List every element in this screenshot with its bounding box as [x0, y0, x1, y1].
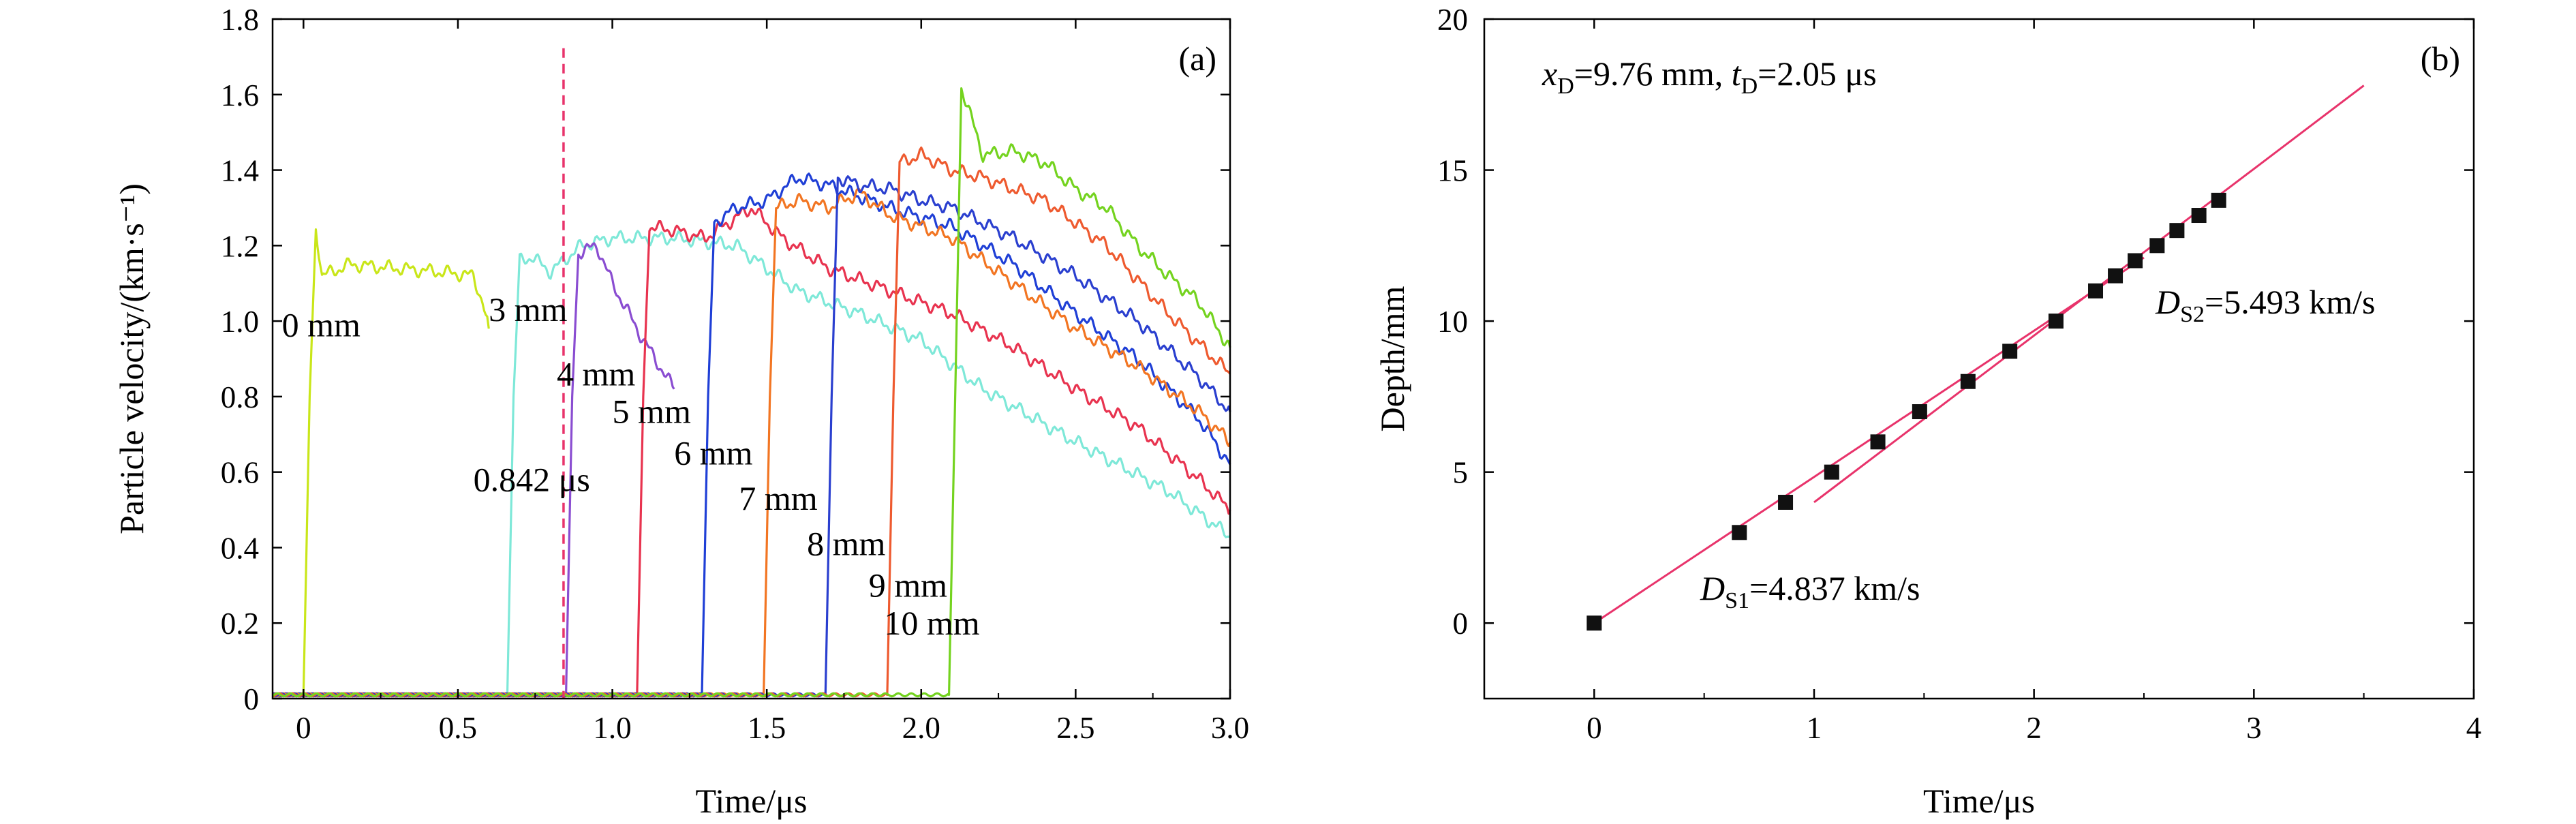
- curve-label: 6 mm: [674, 434, 752, 472]
- x-tick-label: 1: [1807, 711, 1822, 745]
- curve-label: 7 mm: [739, 479, 817, 517]
- panel-label: (a): [1179, 40, 1217, 78]
- curve-label: 9 mm: [869, 566, 947, 604]
- y-tick-label: 1.6: [221, 78, 259, 112]
- x-tick-label: 1.5: [748, 711, 786, 745]
- plot-frame: [271, 18, 1231, 700]
- x-axis-label: Time/μs: [1923, 782, 2035, 820]
- curve-label: 10 mm: [884, 604, 979, 642]
- x-tick-label: 3.0: [1211, 711, 1249, 745]
- y-tick-label: 1.2: [221, 229, 259, 263]
- x-axis-label: Time/μs: [696, 782, 808, 820]
- plot-frame: [1483, 18, 2475, 700]
- data-point: [2002, 344, 2018, 359]
- y-axis-label: Particle velocity/(km·s⁻¹): [112, 183, 151, 534]
- y-tick-label: 20: [1437, 3, 1468, 37]
- fit-line-DS1: [1593, 256, 2145, 624]
- data-point: [2149, 238, 2165, 254]
- data-point: [1870, 434, 1886, 450]
- data-point: [1824, 464, 1839, 480]
- data-point: [1586, 615, 1602, 631]
- data-point: [2169, 223, 2185, 239]
- curve-label: 8 mm: [807, 525, 885, 563]
- x-tick-label: 0: [1586, 711, 1602, 745]
- series-line-9mm: [272, 146, 1231, 698]
- curve-label: 0 mm: [282, 305, 361, 344]
- data-point: [2088, 283, 2104, 299]
- x-tick-label: 2.5: [1056, 711, 1094, 745]
- y-tick-label: 1.0: [221, 305, 259, 339]
- series-line-0mm: [272, 228, 490, 698]
- data-point: [2191, 208, 2207, 224]
- x-tick-label: 3: [2246, 711, 2262, 745]
- chart-a: 0 0.5 1.0 1.5 2.0 2.5 3.0 0 0.2 0.4 0.6 0.8 1.0 1.2 1.…: [112, 3, 1249, 820]
- curve-label: 4 mm: [557, 354, 635, 393]
- x-tick-label: 4: [2466, 711, 2482, 745]
- y-tick-label: 0.6: [221, 456, 259, 490]
- x-tick-label: 2: [2026, 711, 2042, 745]
- y-tick-label: 1.8: [221, 3, 259, 37]
- data-point: [2211, 192, 2226, 208]
- y-tick-label: 0: [244, 682, 260, 716]
- y-tick-label: 0: [1453, 607, 1469, 641]
- panel-label: (b): [2421, 40, 2460, 78]
- curve-label: 5 mm: [613, 393, 691, 431]
- data-point: [1732, 525, 1747, 540]
- chart-b: 0 1 2 3 4 0 5 10 15 20 Time/μs Depth/mm (b) xD=9.76 m…: [1373, 3, 2481, 820]
- y-tick-label: 1.4: [221, 154, 259, 188]
- annotation-xd-td: xD=9.76 mm, tD=2.05 μs: [1542, 55, 1877, 99]
- data-point: [2128, 253, 2143, 269]
- y-tick-label: 5: [1453, 456, 1469, 490]
- data-point: [1912, 404, 1927, 420]
- series-line-10mm: [272, 87, 1231, 698]
- data-point: [2108, 268, 2123, 284]
- y-tick-label: 15: [1437, 154, 1468, 188]
- x-tick-label: 0: [296, 711, 311, 745]
- data-point: [1778, 494, 1794, 510]
- data-point: [1960, 373, 1976, 389]
- y-tick-label: 0.8: [221, 380, 259, 414]
- x-tick-label: 1.0: [593, 711, 631, 745]
- x-tick-label: 2.0: [902, 711, 940, 745]
- fit-label-ds1: DS1=4.837 km/s: [1700, 569, 1920, 613]
- curve-label: 3 mm: [489, 290, 567, 329]
- y-tick-label: 0.4: [221, 531, 259, 565]
- y-axis-label: Depth/mm: [1373, 286, 1411, 431]
- data-point: [2048, 314, 2064, 329]
- x-tick-label: 0.5: [439, 711, 477, 745]
- y-tick-label: 10: [1437, 305, 1468, 339]
- fit-label-ds2: DS2=5.493 km/s: [2155, 283, 2375, 327]
- curve-label: 0.842 μs: [474, 460, 590, 498]
- y-tick-label: 0.2: [221, 607, 259, 641]
